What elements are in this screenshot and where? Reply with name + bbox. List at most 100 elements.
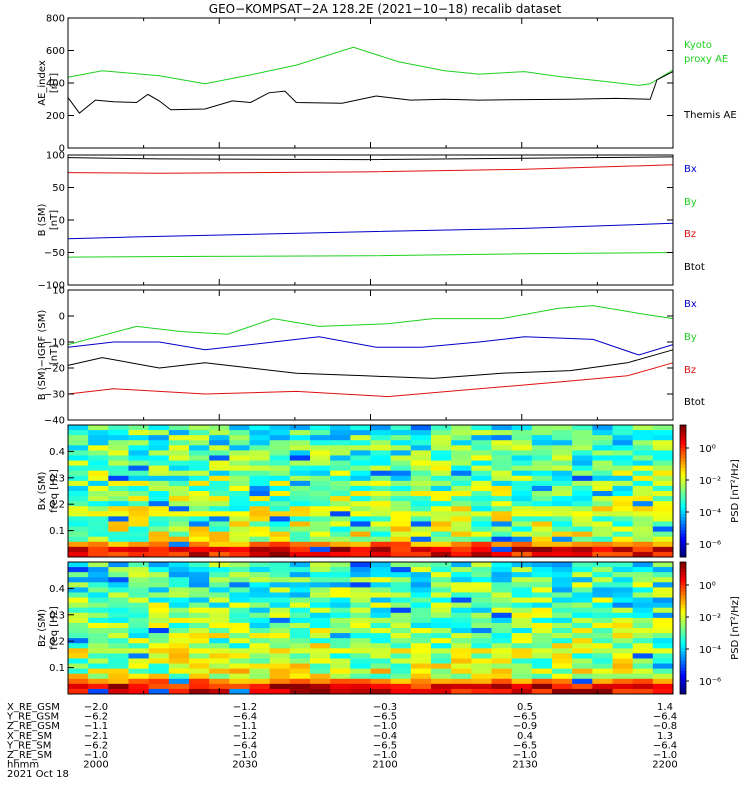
spectrogram-cell [531, 668, 553, 675]
spectrogram-cell [108, 465, 129, 472]
spectrogram-cell [652, 572, 674, 578]
colorbar-swatch [680, 471, 686, 475]
spectrogram-cell [592, 460, 613, 467]
ephemeris-value: −0.3 [373, 702, 397, 713]
spectrogram-cell [390, 521, 412, 527]
ephemeris-value: −6.4 [653, 712, 677, 723]
spectrogram-cell [108, 430, 129, 436]
spectrogram-cell [390, 526, 412, 533]
spectrogram-cell [572, 480, 593, 487]
spectrogram-cell [552, 521, 573, 527]
spectrogram-cell [431, 435, 452, 441]
spectrogram-cell [108, 470, 129, 477]
y-axis: 0.40.30.20.1 [49, 425, 674, 557]
y-axis-label: Bx (SM) [37, 472, 48, 511]
spectrogram-cell [289, 572, 311, 578]
spectrogram-cell [410, 541, 432, 548]
spectrogram-cell [511, 597, 533, 604]
series-bx-line [67, 336, 674, 356]
spectrogram-cell [148, 541, 170, 548]
spectrogram-cell [168, 688, 190, 695]
spectrogram-cell [491, 612, 513, 619]
spectrogram-cell [632, 541, 654, 548]
spectrogram-cell [612, 480, 634, 487]
spectrogram-cell [471, 435, 492, 441]
spectrogram-cell [310, 622, 331, 629]
spectrogram-cell [572, 465, 593, 472]
spectrogram-cell [370, 617, 392, 624]
spectrogram-cell [451, 551, 472, 558]
spectrogram-cell [491, 465, 513, 472]
spectrogram-cell [612, 491, 634, 497]
spectrogram-cell [189, 617, 210, 624]
spectrogram-cell [612, 577, 634, 583]
spectrogram-cell [531, 562, 553, 568]
spectrogram-cell [491, 643, 513, 649]
spectrogram-cell [128, 673, 150, 680]
spectrogram-cell [491, 460, 513, 467]
spectrogram-cell [390, 643, 412, 649]
spectrogram-cell [128, 445, 150, 451]
spectrogram-cell [652, 511, 674, 517]
spectrogram-cell [350, 541, 371, 548]
spectrogram-cell [350, 572, 371, 578]
spectrogram-cell [531, 531, 553, 538]
spectrogram-cell [511, 531, 533, 538]
spectrogram-cell [451, 506, 472, 512]
spectrogram-cell [370, 683, 392, 690]
spectrogram-cell [289, 445, 311, 451]
spectrogram-cell [249, 450, 271, 456]
spectrogram-cell [572, 678, 593, 685]
colorbar-swatch [680, 588, 686, 593]
spectrogram-cell [209, 445, 230, 451]
spectrogram-cell [552, 597, 573, 604]
spectrogram-cell [249, 480, 271, 487]
spectrogram-cell [612, 506, 634, 512]
spectrogram-cell [552, 480, 573, 487]
spectrogram-cell [552, 425, 573, 431]
spectrogram-cell [471, 501, 492, 507]
y-tick-label: 0.3 [49, 610, 65, 621]
spectrogram-cell [330, 653, 351, 659]
spectrogram-cell [592, 541, 613, 548]
spectrogram-cell [632, 592, 654, 598]
spectrogram-cell [410, 668, 432, 675]
spectrogram-cell [350, 516, 371, 522]
y-tick-label: 800 [46, 14, 65, 25]
colorbar-swatch [680, 464, 686, 469]
spectrogram-cell [168, 430, 190, 436]
spectrogram-cell [552, 541, 573, 548]
ephemeris-label: Y_RE_GSM [6, 712, 59, 723]
spectrogram-cell [350, 536, 371, 543]
spectrogram-cell [168, 678, 190, 685]
spectrogram-cell [310, 638, 331, 644]
spectrogram-cell [471, 633, 492, 639]
spectrogram-cell [249, 435, 271, 441]
spectrogram-cell [310, 597, 331, 604]
spectrogram-cell [632, 668, 654, 675]
spectrogram-cell [88, 582, 109, 588]
spectrogram-cell [330, 531, 351, 538]
spectrogram-cell [68, 587, 89, 593]
spectrogram-cell [148, 668, 170, 675]
spectrogram-cell [471, 531, 492, 538]
spectrogram-cell [531, 653, 553, 659]
spectrogram-cell [229, 480, 250, 487]
spectrogram-cell [370, 648, 392, 654]
spectrogram-cell [289, 582, 311, 588]
legend-label: By [684, 332, 697, 343]
spectrogram-cell [370, 622, 392, 629]
spectrogram-cell [269, 526, 291, 533]
spectrogram-cell [652, 582, 674, 588]
spectrogram-cell [229, 496, 250, 502]
spectrogram-cell [189, 536, 210, 543]
spectrogram-cell [310, 612, 331, 619]
spectrogram-cell [612, 546, 634, 553]
colorbar-swatch [680, 565, 686, 569]
spectrogram-cell [531, 592, 553, 598]
spectrogram-cell [88, 521, 109, 527]
spectrogram-cell [88, 501, 109, 507]
spectrogram-cell [330, 511, 351, 517]
spectrogram-cell [330, 491, 351, 497]
